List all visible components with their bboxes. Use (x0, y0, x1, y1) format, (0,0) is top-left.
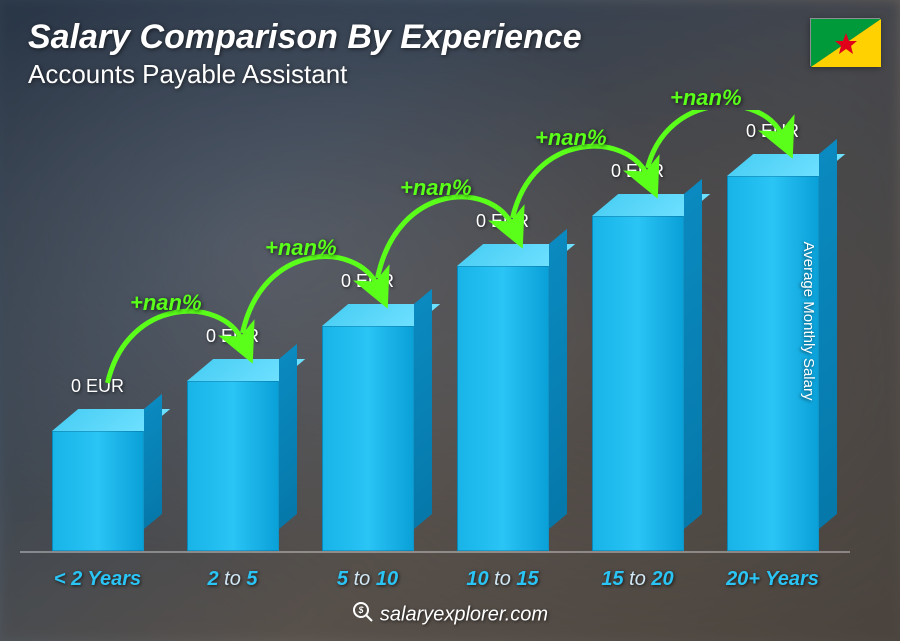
magnify-dollar-icon: $ (352, 601, 374, 629)
bar-front (592, 216, 684, 551)
svg-text:$: $ (357, 605, 364, 615)
header: Salary Comparison By Experience Accounts… (28, 18, 582, 90)
bar-front (52, 431, 144, 551)
bar (322, 326, 414, 551)
bar-value-label: 0 EUR (746, 121, 799, 142)
footer-brand: $ salaryexplorer.com (0, 601, 900, 629)
bar (52, 431, 144, 551)
percent-increase-label: +nan% (265, 235, 337, 261)
percent-increase-label: +nan% (670, 85, 742, 111)
footer-brand-text: salaryexplorer.com (380, 603, 548, 625)
bar-side (819, 139, 837, 529)
chart-subtitle: Accounts Payable Assistant (28, 59, 582, 90)
x-axis-label: < 2 Years (30, 568, 165, 591)
bar-side (549, 229, 567, 529)
x-axis-baseline (20, 551, 850, 553)
bar-front (187, 381, 279, 551)
bar-side (684, 179, 702, 529)
bar-front (322, 326, 414, 551)
bar-value-label: 0 EUR (611, 161, 664, 182)
x-axis-label: 2 to 5 (165, 568, 300, 591)
country-flag (810, 18, 880, 66)
bar-front (457, 266, 549, 551)
x-axis-label: 10 to 15 (435, 568, 570, 591)
bar-value-label: 0 EUR (476, 211, 529, 232)
x-axis-label: 15 to 20 (570, 568, 705, 591)
y-axis-label: Average Monthly Salary (800, 241, 817, 400)
bar-value-label: 0 EUR (206, 326, 259, 347)
bar-slot: 0 EUR (30, 110, 165, 551)
percent-increase-label: +nan% (130, 290, 202, 316)
x-axis-labels: < 2 Years2 to 55 to 1010 to 1515 to 2020… (30, 568, 840, 591)
chart-title: Salary Comparison By Experience (28, 18, 582, 57)
bar-side (144, 394, 162, 529)
bar-slot: 0 EUR (705, 110, 840, 551)
bar-side (414, 289, 432, 529)
percent-increase-label: +nan% (535, 125, 607, 151)
x-axis-label: 5 to 10 (300, 568, 435, 591)
bar-slot: 0 EUR (165, 110, 300, 551)
bar-value-label: 0 EUR (341, 271, 394, 292)
bar-value-label: 0 EUR (71, 376, 124, 397)
bar (592, 216, 684, 551)
bar (187, 381, 279, 551)
bar (457, 266, 549, 551)
bar-side (279, 344, 297, 529)
chart-area: 0 EUR 0 EUR 0 EUR 0 EUR 0 EUR 0 EUR +nan% +nan… (30, 110, 840, 551)
percent-increase-label: +nan% (400, 175, 472, 201)
bar-slot: 0 EUR (570, 110, 705, 551)
x-axis-label: 20+ Years (705, 568, 840, 591)
